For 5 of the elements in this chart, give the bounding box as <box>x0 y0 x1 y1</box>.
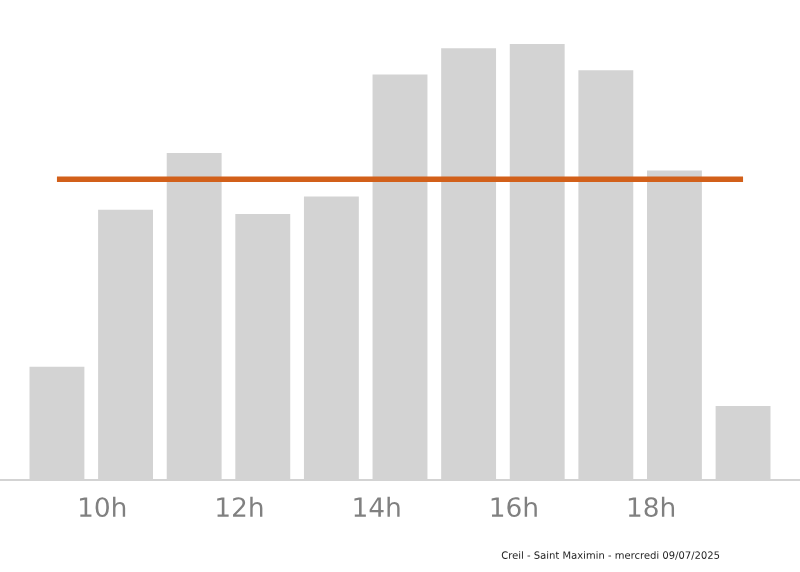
x-tick-label: 16h <box>491 496 537 518</box>
x-tick-label: 18h <box>628 496 675 518</box>
x-tick-label: 14h <box>354 496 400 517</box>
x-tick-label: 10h <box>79 496 126 518</box>
x-tick-label: 12h <box>217 496 263 517</box>
